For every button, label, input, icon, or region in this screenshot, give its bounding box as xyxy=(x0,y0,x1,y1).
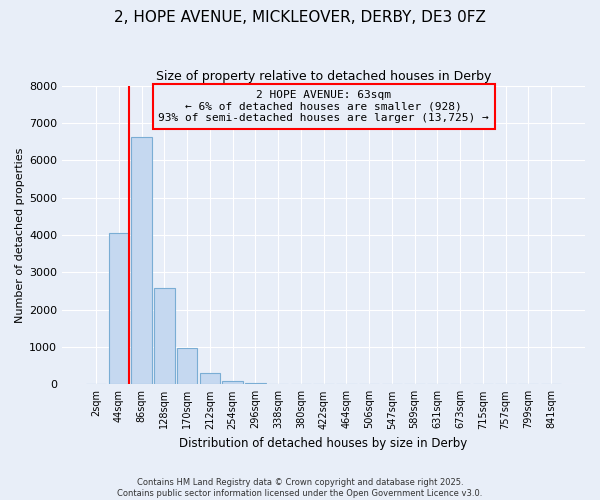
Bar xyxy=(154,288,175,384)
Bar xyxy=(177,348,197,385)
Text: 2 HOPE AVENUE: 63sqm
← 6% of detached houses are smaller (928)
93% of semi-detac: 2 HOPE AVENUE: 63sqm ← 6% of detached ho… xyxy=(158,90,489,123)
Text: 2, HOPE AVENUE, MICKLEOVER, DERBY, DE3 0FZ: 2, HOPE AVENUE, MICKLEOVER, DERBY, DE3 0… xyxy=(114,10,486,25)
Bar xyxy=(131,137,152,384)
Bar xyxy=(109,233,129,384)
Text: Contains HM Land Registry data © Crown copyright and database right 2025.
Contai: Contains HM Land Registry data © Crown c… xyxy=(118,478,482,498)
X-axis label: Distribution of detached houses by size in Derby: Distribution of detached houses by size … xyxy=(179,437,468,450)
Bar xyxy=(223,381,243,384)
Y-axis label: Number of detached properties: Number of detached properties xyxy=(15,147,25,322)
Title: Size of property relative to detached houses in Derby: Size of property relative to detached ho… xyxy=(156,70,491,83)
Bar xyxy=(200,374,220,384)
